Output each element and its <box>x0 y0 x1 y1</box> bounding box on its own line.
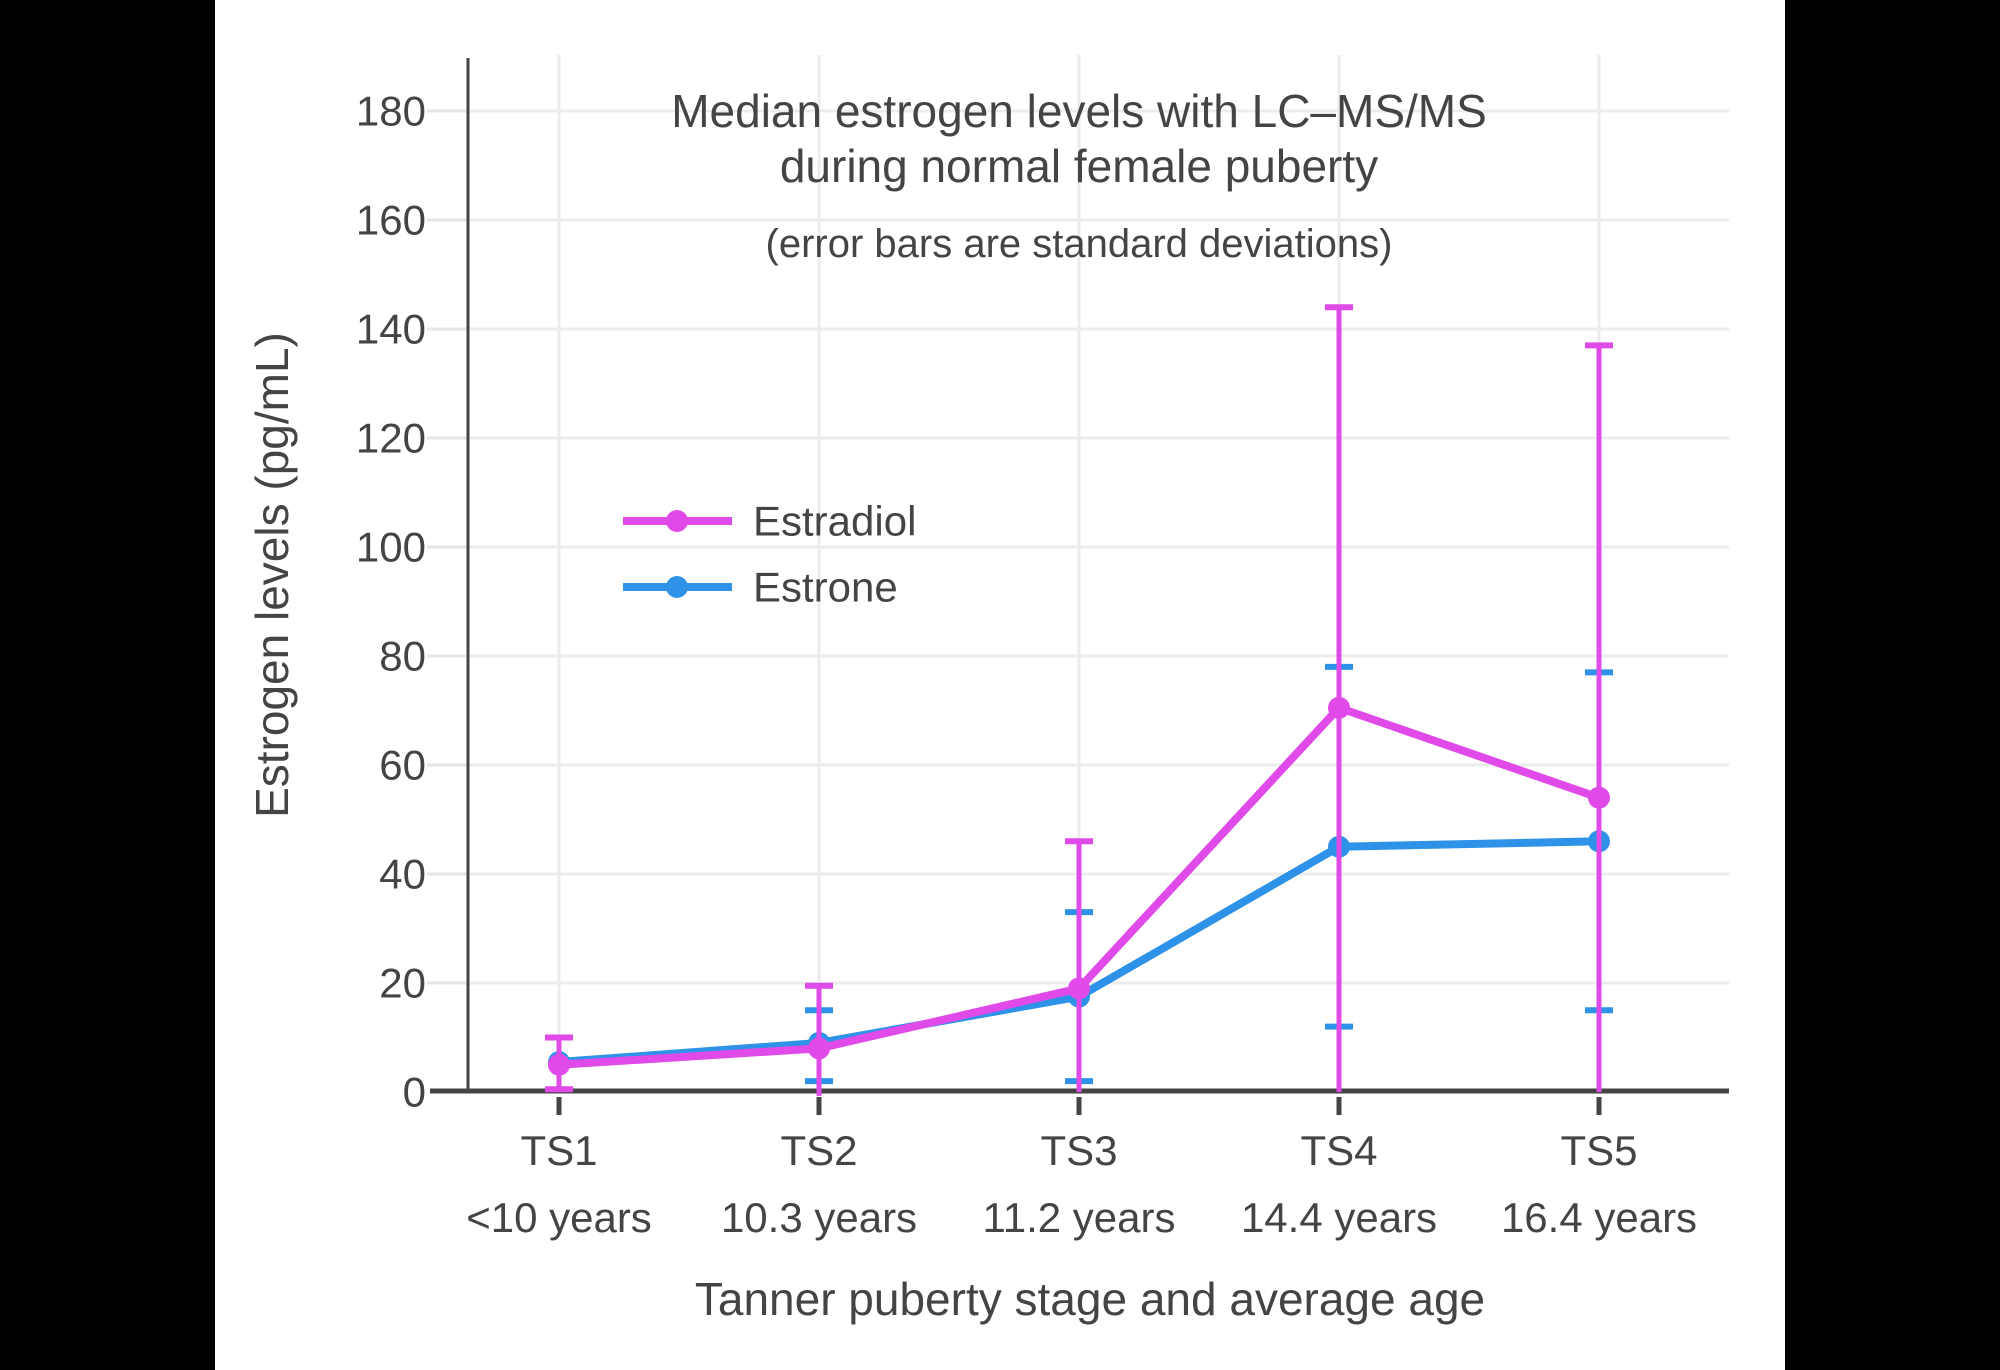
x-tick-label-TS1: TS1 <box>520 1127 597 1174</box>
marker-estradiol-TS3 <box>1068 977 1090 1000</box>
y-tick-label-60: 60 <box>379 742 426 789</box>
legend-item-estrone[interactable]: Estrone <box>623 564 898 611</box>
x-tick-sublabel-TS4: 14.4 years <box>1241 1194 1437 1241</box>
legend-item-estradiol[interactable]: Estradiol <box>623 498 916 545</box>
legend-label-estrone: Estrone <box>753 564 898 611</box>
y-tick-label-0: 0 <box>403 1069 426 1116</box>
x-tick-sublabel-TS5: 16.4 years <box>1501 1194 1697 1241</box>
y-tick-label-40: 40 <box>379 851 426 898</box>
chart-title-line2: during normal female puberty <box>780 140 1378 192</box>
y-tick-label-20: 20 <box>379 960 426 1007</box>
y-tick-label-160: 160 <box>356 197 426 244</box>
y-tick-label-80: 80 <box>379 633 426 680</box>
y-tick-label-100: 100 <box>356 524 426 571</box>
x-tick-label-TS4: TS4 <box>1300 1127 1377 1174</box>
marker-estradiol-TS2 <box>808 1037 830 1060</box>
x-tick-label-TS5: TS5 <box>1560 1127 1637 1174</box>
x-tick-label-TS3: TS3 <box>1040 1127 1117 1174</box>
x-tick-label-TS2: TS2 <box>780 1127 857 1174</box>
chart-panel <box>215 0 1785 1370</box>
x-axis-title: Tanner puberty stage and average age <box>695 1273 1485 1325</box>
y-axis-title: Estrogen levels (pg/mL) <box>246 332 298 818</box>
marker-estradiol-TS1 <box>548 1053 570 1076</box>
x-tick-sublabel-TS3: 11.2 years <box>983 1194 1176 1241</box>
marker-estradiol-TS4 <box>1328 696 1350 719</box>
y-tick-label-140: 140 <box>356 306 426 353</box>
y-tick-label-120: 120 <box>356 415 426 462</box>
chart-subtitle: (error bars are standard deviations) <box>766 222 1393 266</box>
legend-label-estradiol: Estradiol <box>753 498 916 545</box>
x-tick-sublabel-TS1: <10 years <box>466 1194 652 1241</box>
y-tick-label-180: 180 <box>356 88 426 135</box>
chart-title-line1: Median estrogen levels with LC–MS/MS <box>671 85 1487 137</box>
x-tick-sublabel-TS2: 10.3 years <box>721 1194 917 1241</box>
marker-estradiol-TS5 <box>1588 786 1610 809</box>
